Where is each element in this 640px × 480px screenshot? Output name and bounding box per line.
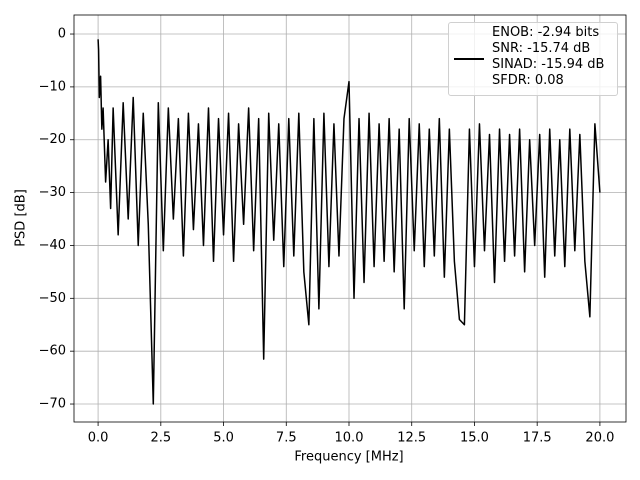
- y-tick-label: −30: [39, 185, 66, 200]
- y-tick-label: 0: [58, 27, 66, 42]
- plot-frame: [73, 14, 627, 423]
- x-tick-label: 12.5: [397, 431, 426, 446]
- y-tick-label: −50: [39, 291, 66, 306]
- x-tick-label: 17.5: [523, 431, 552, 446]
- x-tick-label: 0.0: [88, 431, 109, 446]
- y-tick-label: −20: [39, 132, 66, 147]
- x-tick-label: 2.5: [150, 431, 171, 446]
- x-tick-label: 7.5: [276, 431, 297, 446]
- x-axis-label: Frequency [MHz]: [294, 450, 403, 465]
- x-tick-label: 5.0: [213, 431, 234, 446]
- y-tick-label: −10: [39, 79, 66, 94]
- legend-label: ENOB: -2.94 bits SNR: -15.74 dB SINAD: -…: [492, 25, 605, 88]
- series-line: [97, 39, 601, 405]
- legend-line: [454, 58, 484, 60]
- x-tick-label: 20.0: [585, 431, 614, 446]
- y-axis-label: PSD [dB]: [14, 189, 29, 247]
- x-tick-label: 10.0: [335, 431, 364, 446]
- legend: ENOB: -2.94 bits SNR: -15.74 dB SINAD: -…: [448, 22, 618, 96]
- y-tick-label: −60: [39, 344, 66, 359]
- x-tick-label: 15.0: [460, 431, 489, 446]
- y-tick-label: −40: [39, 238, 66, 253]
- y-tick-label: −70: [39, 397, 66, 412]
